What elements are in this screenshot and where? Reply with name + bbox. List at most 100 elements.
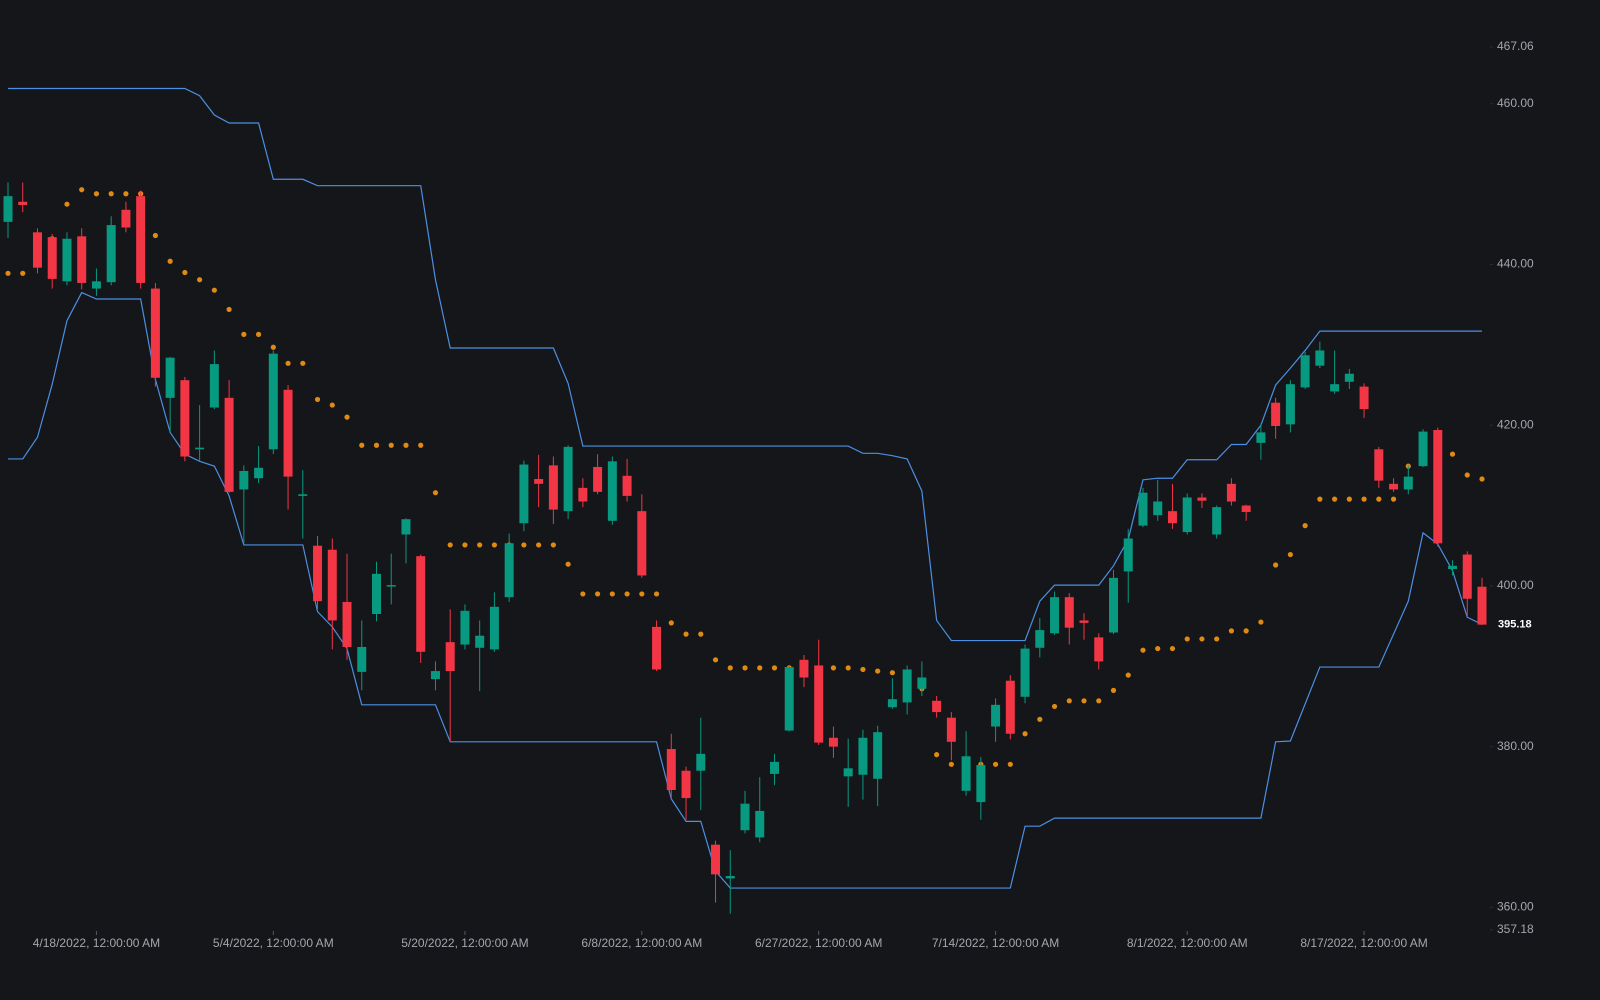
candle-body bbox=[637, 511, 647, 576]
candle-body bbox=[725, 875, 735, 879]
sar-dot bbox=[1155, 645, 1161, 652]
candle-body bbox=[1079, 620, 1089, 623]
upper-band-line bbox=[8, 87, 1482, 642]
sar-dot bbox=[1184, 636, 1190, 642]
candle-body bbox=[961, 756, 971, 791]
sar-dot bbox=[860, 666, 866, 673]
sar-dot bbox=[1125, 672, 1131, 678]
candle-body bbox=[1005, 680, 1015, 734]
sar-dot bbox=[698, 631, 704, 637]
candle-body bbox=[136, 196, 146, 283]
sar-dot bbox=[197, 277, 203, 283]
sar-dot bbox=[727, 665, 733, 671]
x-tick-label: 7/14/2022, 12:00:00 AM bbox=[932, 936, 1059, 950]
sar-dot bbox=[845, 665, 851, 671]
candle-body bbox=[209, 364, 219, 408]
y-tick-label: 440.00 bbox=[1497, 257, 1534, 271]
candle-body bbox=[519, 464, 529, 524]
y-tick-label: 460.00 bbox=[1497, 96, 1534, 110]
sar-dot bbox=[1228, 628, 1235, 634]
x-tick-label: 5/4/2022, 12:00:00 AM bbox=[213, 936, 334, 950]
lower-band-line bbox=[8, 291, 1483, 889]
candle-body bbox=[239, 470, 249, 490]
candle-body bbox=[165, 357, 175, 398]
sar-dot bbox=[521, 542, 527, 548]
candle-body bbox=[769, 761, 779, 774]
candle-body bbox=[62, 238, 72, 282]
sar-dot bbox=[668, 620, 674, 626]
sar-dot bbox=[418, 442, 424, 448]
candle-body bbox=[150, 288, 160, 378]
candle-body bbox=[1197, 497, 1207, 501]
last-price-label: 395.18 bbox=[1498, 619, 1532, 631]
candle-body bbox=[313, 545, 323, 602]
sar-dot bbox=[447, 542, 453, 548]
sar-dot bbox=[211, 287, 217, 293]
sar-dot bbox=[1464, 472, 1470, 478]
sar-dot bbox=[1243, 628, 1249, 634]
candle-body bbox=[430, 671, 440, 680]
sar-dot bbox=[580, 591, 586, 597]
sar-dot bbox=[550, 542, 556, 548]
candle-body bbox=[1477, 586, 1487, 625]
candle-body bbox=[534, 479, 544, 484]
candle-body bbox=[1050, 597, 1060, 634]
sar-dot bbox=[830, 665, 837, 671]
sar-dot bbox=[359, 442, 365, 448]
sar-dot bbox=[1449, 451, 1456, 457]
candle-body bbox=[18, 201, 28, 205]
candle-body bbox=[607, 461, 617, 521]
candle-body bbox=[976, 765, 986, 803]
sar-dot bbox=[226, 306, 232, 313]
sar-dot bbox=[875, 668, 881, 674]
sar-dot bbox=[1007, 761, 1013, 767]
candle-body bbox=[1109, 577, 1118, 633]
candle-body bbox=[475, 635, 485, 648]
sar-dot bbox=[300, 360, 306, 366]
candle-body bbox=[593, 466, 603, 492]
candle-body bbox=[1315, 350, 1325, 366]
candle-body bbox=[666, 749, 676, 791]
candle-body bbox=[932, 700, 942, 713]
candle-body bbox=[1020, 648, 1030, 697]
candle-body bbox=[268, 353, 278, 450]
sar-dot bbox=[373, 442, 380, 448]
candle-body bbox=[298, 494, 308, 496]
sar-dot bbox=[948, 761, 954, 767]
sar-dot bbox=[285, 360, 291, 366]
sar-dot bbox=[314, 396, 321, 403]
sar-dot bbox=[653, 591, 660, 597]
sar-dot bbox=[20, 270, 26, 276]
candle-body bbox=[1167, 511, 1177, 524]
sar-dot bbox=[1051, 703, 1058, 710]
sar-dot bbox=[270, 344, 276, 350]
y-tick-label: 420.00 bbox=[1497, 417, 1534, 431]
candle-body bbox=[887, 699, 897, 708]
sar-dot bbox=[344, 414, 350, 420]
candle-body bbox=[1344, 373, 1354, 382]
candle-body bbox=[386, 585, 396, 587]
candle-body bbox=[254, 467, 264, 479]
sar-dot bbox=[1346, 496, 1352, 502]
sar-dot bbox=[491, 542, 498, 548]
candle-body bbox=[342, 601, 352, 647]
sar-dot bbox=[1066, 698, 1072, 704]
sar-dot bbox=[1096, 698, 1102, 704]
candle-body bbox=[121, 209, 131, 228]
candle-body bbox=[1433, 429, 1443, 544]
candle-body bbox=[652, 626, 662, 670]
candle-body bbox=[1418, 431, 1428, 467]
sar-dot bbox=[5, 270, 11, 276]
candle-body bbox=[416, 556, 426, 652]
candle-body bbox=[1241, 505, 1251, 512]
sar-dot bbox=[462, 542, 468, 548]
candle-body bbox=[711, 844, 721, 875]
candle-body bbox=[814, 665, 824, 743]
sar-dot bbox=[1258, 619, 1264, 625]
candle-body bbox=[283, 389, 293, 477]
sar-dot bbox=[624, 591, 630, 597]
candle-body bbox=[1256, 432, 1266, 443]
sar-dot bbox=[565, 561, 571, 567]
